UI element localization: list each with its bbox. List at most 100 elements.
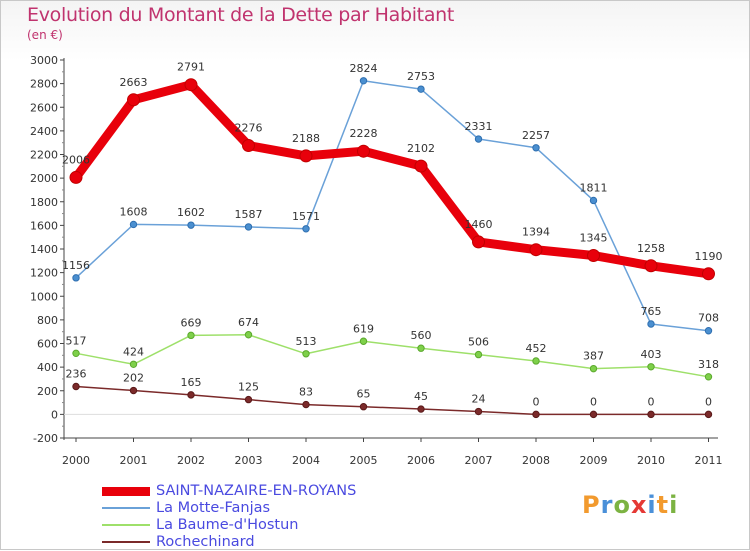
x-tick-label: 2006 [407, 454, 435, 467]
x-tick-label: 2003 [235, 454, 263, 467]
y-tick-label: 200 [37, 385, 58, 398]
data-label: 0 [533, 395, 540, 408]
data-label: 1345 [580, 231, 608, 244]
data-point [532, 144, 540, 152]
y-tick-label: 3000 [30, 54, 58, 67]
data-point [299, 149, 313, 163]
data-label: 2228 [350, 127, 378, 140]
y-tick-label: 0 [51, 408, 58, 421]
data-label: 0 [590, 395, 597, 408]
y-tick-label: 2200 [30, 149, 58, 162]
data-point [244, 223, 253, 231]
data-point [302, 225, 310, 233]
y-tick-label: 2400 [30, 125, 58, 138]
series-line [75, 80, 710, 332]
x-tick-label: 2005 [350, 454, 378, 467]
data-point [359, 337, 368, 345]
data-point [302, 350, 310, 358]
data-point [184, 78, 198, 92]
y-tick-label: 800 [37, 314, 58, 327]
data-label: 24 [472, 393, 486, 406]
data-label: 2276 [235, 122, 263, 135]
data-point [704, 373, 713, 381]
data-point [244, 331, 253, 339]
series-line [75, 334, 710, 378]
data-label: 2753 [407, 70, 435, 83]
data-point [129, 386, 138, 395]
data-point [414, 159, 428, 173]
data-label: 202 [123, 372, 144, 385]
data-label: 1156 [62, 259, 90, 272]
data-point [244, 395, 253, 404]
x-tick-label: 2008 [522, 454, 550, 467]
data-label: 424 [123, 345, 144, 358]
data-point [702, 267, 715, 281]
y-tick-label: 2800 [30, 78, 58, 91]
data-label: 236 [66, 367, 87, 380]
data-label: 674 [238, 316, 259, 329]
data-point [242, 139, 255, 153]
data-point [359, 402, 368, 411]
data-point [69, 170, 83, 184]
data-label: 1460 [465, 218, 493, 231]
data-label: 2257 [522, 129, 550, 142]
data-point [417, 85, 425, 93]
data-label: 669 [181, 316, 202, 329]
data-label: 2102 [407, 142, 435, 155]
data-label: 0 [705, 395, 712, 408]
x-tick-label: 2010 [637, 454, 665, 467]
legend-swatch [102, 486, 150, 496]
x-tick-label: 2004 [292, 454, 320, 467]
data-label: 2824 [350, 62, 378, 75]
legend-swatch [102, 507, 150, 509]
data-point [647, 363, 655, 371]
logo-letter: i [647, 491, 657, 519]
series-line [71, 80, 713, 279]
logo-letter: o [613, 491, 631, 519]
data-label: 452 [526, 342, 547, 355]
x-tick-label: 2011 [695, 454, 723, 467]
legend-label: La Baume-d'Hostun [156, 517, 299, 533]
x-tick-label: 2000 [62, 454, 90, 467]
data-point [357, 144, 370, 158]
data-point [417, 344, 425, 352]
data-label: 0 [648, 395, 655, 408]
data-point [72, 349, 80, 358]
data-label: 2006 [62, 153, 90, 166]
data-label: 517 [66, 334, 87, 347]
data-label: 2791 [177, 61, 205, 74]
data-label: 513 [296, 335, 317, 348]
unit-label: (en €) [27, 28, 63, 42]
y-tick-label: 1600 [30, 219, 58, 232]
data-point [587, 248, 600, 262]
data-label: 560 [411, 329, 432, 342]
proxiti-logo: Proxiti [582, 491, 678, 519]
data-label: 45 [414, 390, 428, 403]
data-label: 765 [641, 305, 662, 318]
data-label: 318 [698, 358, 719, 371]
x-tick-label: 2009 [580, 454, 608, 467]
legend-swatch [102, 541, 150, 543]
data-point [129, 220, 138, 229]
y-tick-label: -200 [33, 432, 58, 445]
data-label: 1811 [580, 181, 608, 194]
data-label: 2188 [292, 132, 320, 145]
data-point [647, 410, 655, 419]
logo-letter: r [600, 491, 614, 519]
logo-letter: i [669, 491, 679, 519]
y-tick-label: 1800 [30, 196, 58, 209]
data-point [704, 410, 713, 419]
data-point [302, 400, 310, 409]
data-label: 619 [353, 322, 374, 335]
data-point [529, 243, 543, 257]
data-point [472, 235, 485, 249]
data-label: 1258 [637, 242, 665, 255]
data-point [589, 196, 598, 205]
data-label: 125 [238, 381, 259, 394]
logo-letter: P [582, 491, 601, 519]
data-point [532, 410, 540, 419]
data-point [644, 259, 658, 273]
data-point [474, 135, 483, 143]
